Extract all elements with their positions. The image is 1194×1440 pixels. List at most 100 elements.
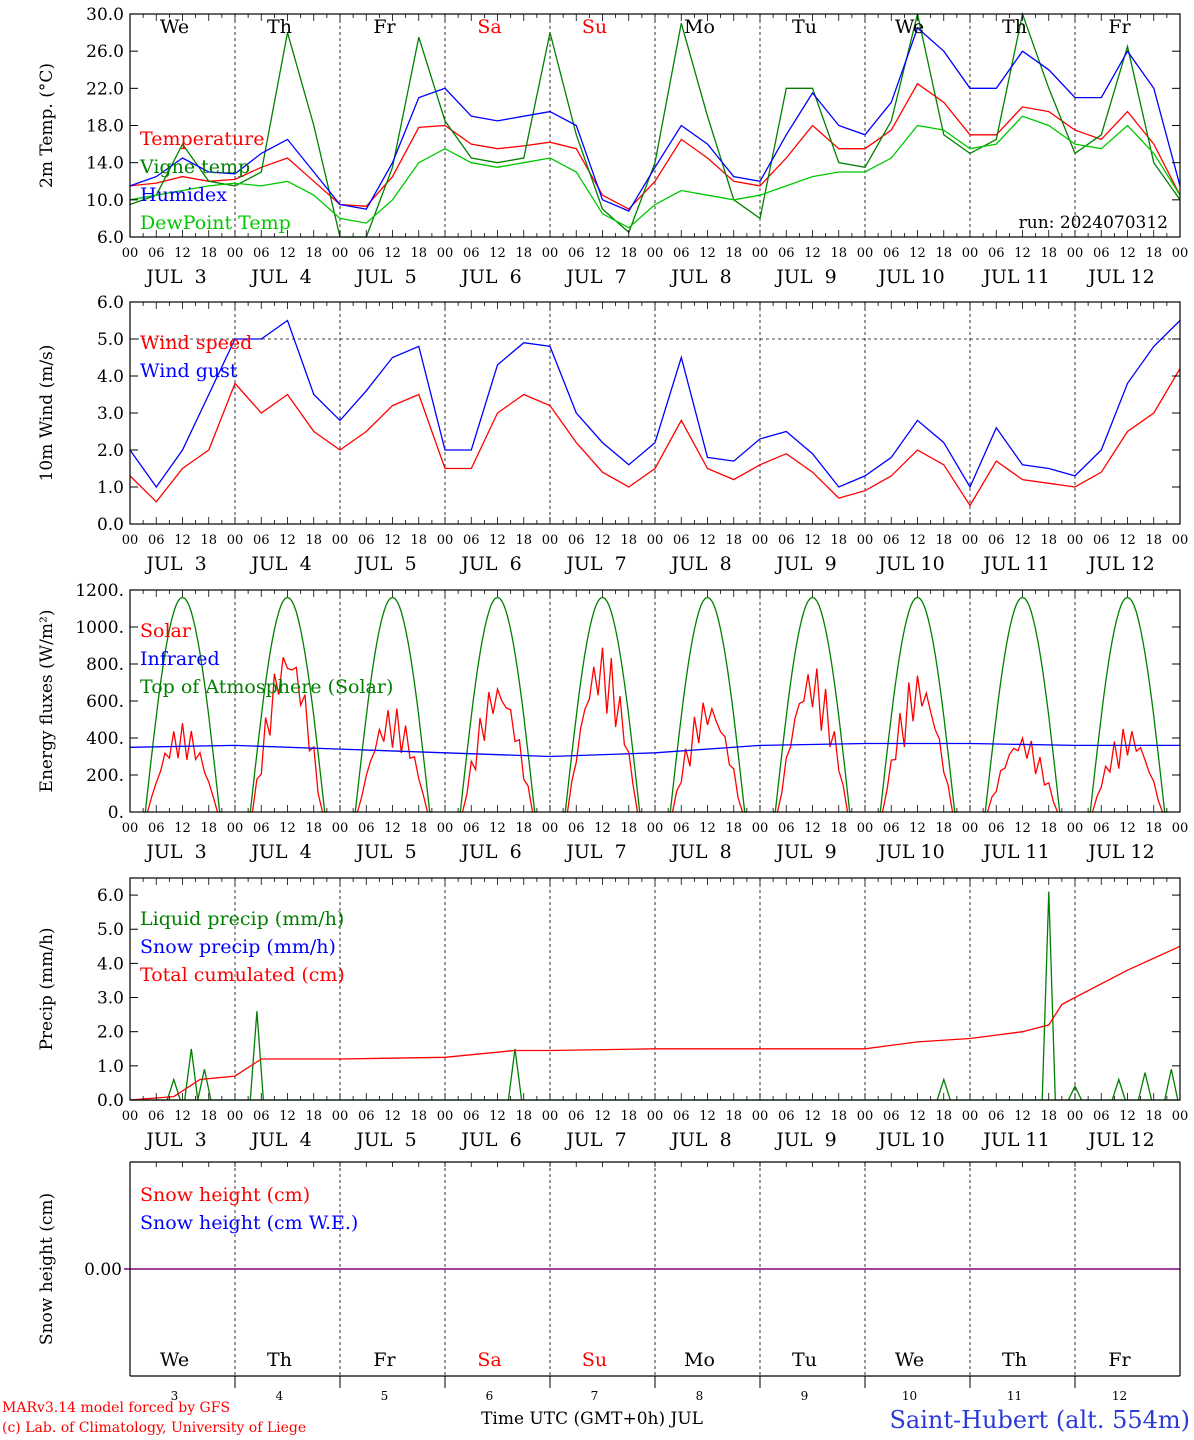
wind-panel-hour-tick-label: 00	[647, 533, 664, 548]
precip-panel-date-label: JUL 6	[459, 1129, 521, 1151]
energy-panel-hour-tick-label: 06	[253, 821, 270, 836]
wind-panel-hour-tick-label: 18	[725, 533, 742, 548]
precip-panel-hour-tick-label: 12	[909, 1109, 926, 1124]
wind-panel-date-label: JUL 8	[669, 553, 731, 575]
temp-panel-hour-tick-label: 00	[122, 246, 139, 261]
precip-panel-hour-tick-label: 18	[725, 1109, 742, 1124]
wind-panel-date-label: JUL 7	[564, 553, 626, 575]
temp-panel-hour-tick-label: 18	[410, 246, 427, 261]
energy-series-solar-day	[776, 668, 849, 813]
energy-series-solar-day	[356, 708, 429, 813]
energy-panel-hour-tick-label: 12	[489, 821, 506, 836]
temp-panel-legend-entry: DewPoint Temp	[140, 212, 291, 234]
wind-panel-hour-tick-label: 00	[542, 533, 559, 548]
precip-panel-date-label: JUL 8	[669, 1129, 731, 1151]
energy-panel-date-label: JUL 11	[981, 841, 1049, 863]
energy-panel-date-label: JUL 5	[354, 841, 416, 863]
wind-panel-hour-tick-label: 06	[988, 533, 1005, 548]
temp-panel-hour-tick-label: 06	[568, 246, 585, 261]
energy-panel-hour-tick-label: 06	[568, 821, 585, 836]
energy-panel-hour-tick-label: 06	[463, 821, 480, 836]
energy-panel-hour-tick-label: 00	[647, 821, 664, 836]
energy-series-toa-day	[143, 596, 222, 813]
precip-panel-hour-tick-label: 12	[594, 1109, 611, 1124]
wind-panel-hour-tick-label: 00	[752, 533, 769, 548]
snow-panel-y-tick-label: 0.00	[84, 1260, 122, 1280]
energy-panel-hour-tick-label: 12	[174, 821, 191, 836]
precip-panel-y-tick-label: 0.0	[97, 1091, 124, 1111]
wind-panel-hour-tick-label: 06	[568, 533, 585, 548]
energy-panel-hour-tick-label: 00	[122, 821, 139, 836]
footer-day-number: 8	[696, 1389, 704, 1403]
footer-day-number: 5	[381, 1389, 389, 1403]
precip-panel-hour-tick-label: 12	[1119, 1109, 1136, 1124]
precip-panel-hour-tick-label: 18	[200, 1109, 217, 1124]
wind-panel-hour-tick-label: 00	[227, 533, 244, 548]
temp-panel-hour-tick-label: 06	[988, 246, 1005, 261]
energy-panel-y-axis-label: Energy fluxes (W/m²)	[37, 610, 57, 793]
wind-panel-hour-tick-label: 06	[883, 533, 900, 548]
wind-panel-date-label: JUL 11	[981, 553, 1049, 575]
temp-panel-y-axis-label: 2m Temp. (°C)	[37, 63, 57, 188]
precip-liquid-spike	[197, 1069, 212, 1101]
temp-panel-weekday-label: We	[895, 16, 924, 38]
energy-panel-hour-tick-label: 00	[857, 821, 874, 836]
axes-layer	[129, 13, 1181, 1388]
energy-panel-hour-tick-label: 18	[1040, 821, 1057, 836]
energy-series-solar-day	[566, 647, 639, 813]
temp-panel-hour-tick-label: 12	[594, 246, 611, 261]
energy-panel-legend-entry: Solar	[140, 620, 192, 642]
temp-panel-hour-tick-label: 06	[778, 246, 795, 261]
wind-panel-hour-tick-label: 00	[122, 533, 139, 548]
precip-panel-y-tick-label: 5.0	[97, 920, 124, 940]
temp-panel-legend-entry: Temperature	[140, 128, 264, 150]
energy-panel-hour-tick-label: 00	[1172, 821, 1189, 836]
energy-series-toa-day	[773, 596, 852, 813]
precip-panel-hour-tick-label: 18	[1040, 1109, 1057, 1124]
temp-panel-frame	[129, 13, 1181, 238]
temp-panel-hour-tick-label: 18	[305, 246, 322, 261]
precip-panel-hour-tick-label: 06	[673, 1109, 690, 1124]
temp-panel-y-tick-label: 26.0	[86, 42, 124, 62]
energy-panel-date-label: JUL 12	[1086, 841, 1154, 863]
wind-panel-date-label: JUL 12	[1086, 553, 1154, 575]
precip-panel-hour-tick-label: 18	[515, 1109, 532, 1124]
energy-panel-date-label: JUL 9	[774, 841, 836, 863]
temp-panel-hour-tick-label: 18	[200, 246, 217, 261]
temp-panel-hour-tick-label: 12	[1014, 246, 1031, 261]
wind-panel-hour-tick-label: 12	[174, 533, 191, 548]
energy-panel-hour-tick-label: 12	[1014, 821, 1031, 836]
temp-panel-hour-tick-label: 06	[673, 246, 690, 261]
energy-panel-hour-tick-label: 18	[515, 821, 532, 836]
temp-panel-weekday-label: Fr	[1108, 16, 1131, 38]
temp-panel-hour-tick-label: 00	[542, 246, 559, 261]
footer-day-number: 7	[591, 1389, 599, 1403]
temp-panel-weekday-label: Sa	[477, 16, 501, 38]
temp-panel-hour-tick-label: 06	[463, 246, 480, 261]
precip-panel-hour-tick-label: 18	[830, 1109, 847, 1124]
energy-panel-date-label: JUL 6	[459, 841, 521, 863]
precip-panel-hour-tick-label: 00	[122, 1109, 139, 1124]
temp-panel-y-tick-label: 10.0	[86, 191, 124, 211]
energy-series-toa-day	[878, 596, 957, 813]
temp-panel-legend-entry: Vigne temp	[139, 156, 250, 178]
precip-panel-hour-tick-label: 12	[699, 1109, 716, 1124]
energy-series-solar-day	[461, 686, 534, 813]
wind-panel-hour-tick-label: 12	[909, 533, 926, 548]
energy-series-solar-day	[251, 657, 324, 813]
precip-panel-hour-tick-label: 18	[935, 1109, 952, 1124]
wind-panel-legend-entry: Wind speed	[140, 332, 252, 354]
energy-panel-hour-tick-label: 00	[542, 821, 559, 836]
temp-panel-hour-tick-label: 00	[1067, 246, 1084, 261]
snow-panel-weekday-label: Tu	[792, 1349, 817, 1371]
precip-panel-hour-tick-label: 06	[148, 1109, 165, 1124]
temp-panel-hour-tick-label: 18	[725, 246, 742, 261]
temp-series-vigne-temp	[129, 11, 1181, 238]
precip-panel-date-label: JUL 3	[144, 1129, 206, 1151]
energy-panel-hour-tick-label: 18	[830, 821, 847, 836]
energy-series-solar-day	[1091, 728, 1164, 813]
energy-panel-date-label: JUL 8	[669, 841, 731, 863]
wind-panel-hour-tick-label: 12	[384, 533, 401, 548]
precip-panel-hour-tick-label: 00	[437, 1109, 454, 1124]
